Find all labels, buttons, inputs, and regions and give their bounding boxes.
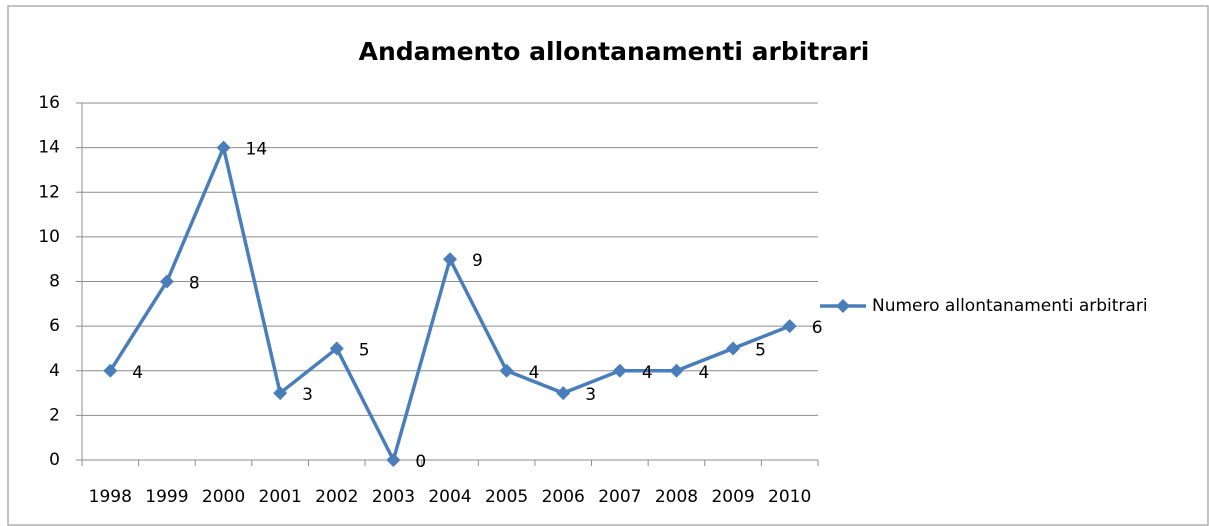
data-label: 0 bbox=[415, 452, 426, 472]
x-tick-label: 2007 bbox=[598, 487, 641, 507]
y-tick-label: 14 bbox=[38, 138, 60, 158]
x-tick-label: 2006 bbox=[542, 487, 585, 507]
marker bbox=[443, 252, 457, 267]
marker bbox=[273, 386, 288, 401]
marker bbox=[782, 319, 797, 334]
data-label: 4 bbox=[642, 363, 653, 383]
x-tick-label: 2002 bbox=[315, 487, 358, 507]
marker bbox=[556, 386, 571, 401]
marker bbox=[386, 453, 401, 467]
y-tick-label: 0 bbox=[49, 450, 60, 470]
x-tick-label: 2010 bbox=[768, 487, 811, 507]
marker bbox=[726, 341, 741, 356]
y-tick-label: 6 bbox=[49, 316, 60, 336]
x-tick-label: 1998 bbox=[89, 487, 132, 507]
chart-frame bbox=[7, 5, 1209, 526]
y-tick-label: 10 bbox=[38, 227, 60, 247]
x-tick-label: 2001 bbox=[259, 487, 302, 507]
x-tick-label: 2003 bbox=[372, 487, 415, 507]
marker bbox=[103, 363, 118, 378]
data-label: 4 bbox=[529, 363, 540, 383]
legend-marker bbox=[836, 299, 850, 313]
y-tick-label: 8 bbox=[49, 272, 60, 292]
data-label: 4 bbox=[132, 363, 143, 383]
x-tick-label: 2004 bbox=[428, 487, 471, 507]
marker bbox=[159, 274, 174, 289]
legend-label: Numero allontanamenti arbitrari bbox=[872, 296, 1148, 316]
data-label: 3 bbox=[585, 385, 596, 405]
x-tick-label: 2000 bbox=[202, 487, 245, 507]
chart-title: Andamento allontanamenti arbitrari bbox=[359, 37, 870, 66]
marker bbox=[499, 363, 514, 378]
data-label: 5 bbox=[359, 340, 370, 360]
data-label: 3 bbox=[302, 385, 313, 405]
marker bbox=[612, 363, 627, 378]
data-label: 6 bbox=[812, 318, 823, 338]
y-tick-label: 4 bbox=[49, 361, 60, 381]
y-tick-label: 12 bbox=[38, 182, 60, 202]
data-label: 8 bbox=[189, 274, 200, 294]
x-tick-label: 2009 bbox=[711, 487, 754, 507]
marker bbox=[329, 341, 344, 356]
marker bbox=[669, 363, 684, 378]
x-tick-label: 2005 bbox=[485, 487, 528, 507]
data-label: 4 bbox=[698, 363, 709, 383]
data-label: 14 bbox=[246, 140, 268, 160]
x-tick-label: 2008 bbox=[655, 487, 698, 507]
data-label: 5 bbox=[755, 340, 766, 360]
x-tick-label: 1999 bbox=[145, 487, 188, 507]
data-label: 9 bbox=[472, 251, 483, 271]
marker bbox=[216, 140, 231, 155]
y-tick-label: 2 bbox=[49, 405, 60, 425]
y-tick-label: 16 bbox=[38, 93, 60, 113]
